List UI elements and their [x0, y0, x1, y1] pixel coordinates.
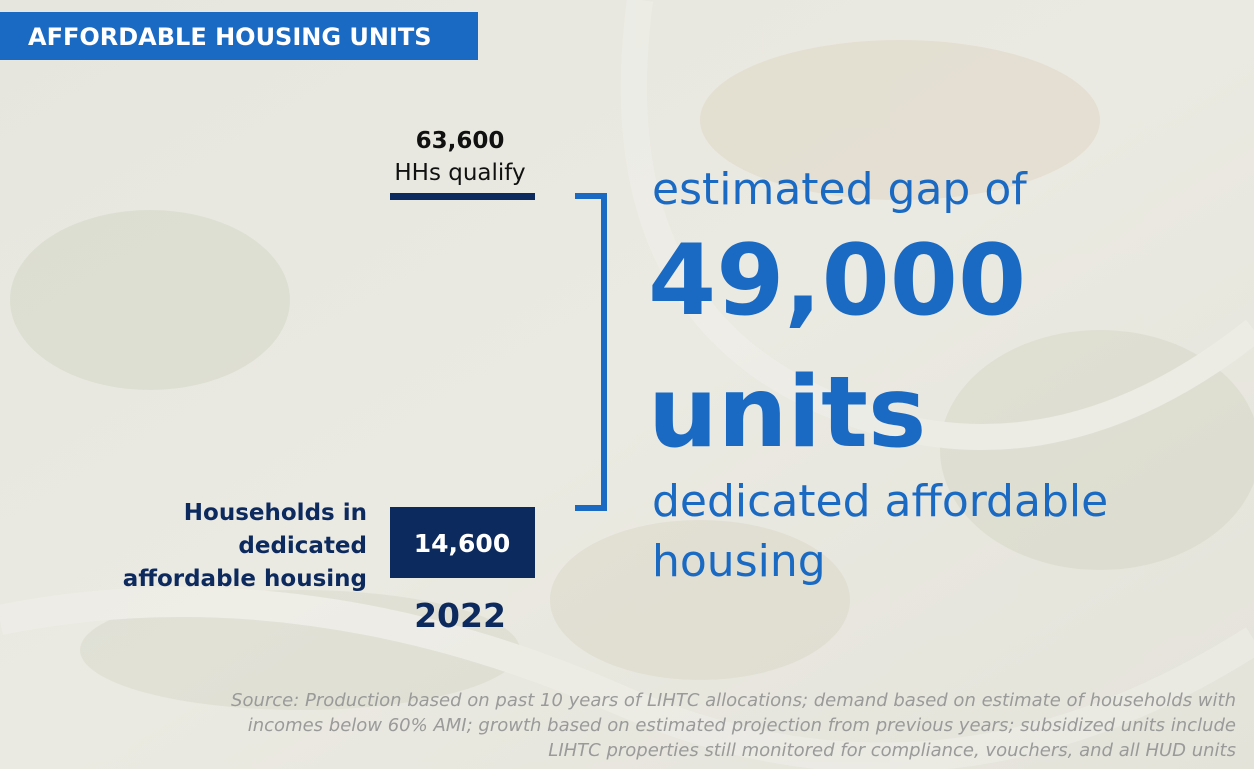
dedicated-value: 14,600 [414, 529, 510, 558]
source-line: Source: Production based on past 10 year… [231, 690, 1236, 711]
source-line: incomes below 60% AMI; growth based on e… [248, 715, 1236, 736]
header-title: AFFORDABLE HOUSING UNITS [28, 23, 432, 51]
gap-tail: housing [652, 536, 826, 587]
dedicated-year: 2022 [414, 596, 506, 635]
gap-bracket [575, 193, 607, 511]
dedicated-label: affordable housing [123, 566, 367, 592]
gap-lead: estimated gap of [652, 164, 1028, 215]
dedicated-label: dedicated [238, 533, 367, 559]
qualify-line [390, 193, 535, 200]
gap-value: 49,000 [648, 224, 1026, 338]
source-line: LIHTC properties still monitored for com… [548, 740, 1236, 761]
dedicated-label: Households in [184, 500, 367, 526]
qualify-label: HHs qualify [394, 160, 525, 186]
gap-tail: dedicated affordable [652, 476, 1108, 527]
header-box [0, 12, 478, 60]
qualify-value: 63,600 [416, 128, 505, 154]
dedicated-box [390, 507, 535, 578]
gap-unit: units [648, 356, 926, 470]
